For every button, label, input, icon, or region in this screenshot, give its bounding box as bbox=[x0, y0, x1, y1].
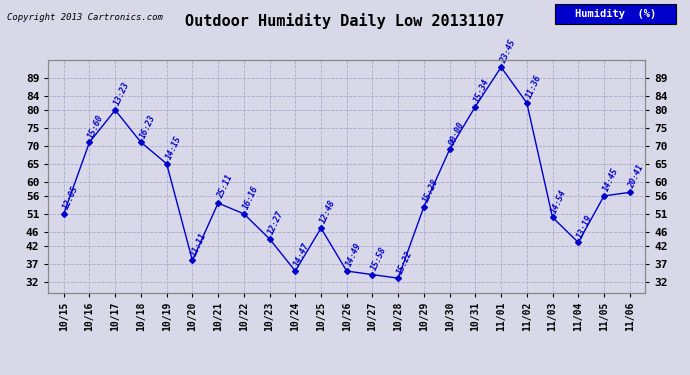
Text: Copyright 2013 Cartronics.com: Copyright 2013 Cartronics.com bbox=[7, 13, 163, 22]
Text: 14:54: 14:54 bbox=[550, 188, 569, 214]
Text: Humidity  (%): Humidity (%) bbox=[575, 9, 656, 19]
Text: 23:45: 23:45 bbox=[498, 38, 518, 64]
Text: 15:22: 15:22 bbox=[395, 249, 414, 275]
Text: 15:58: 15:58 bbox=[370, 245, 388, 272]
Text: 15:60: 15:60 bbox=[87, 113, 106, 140]
Text: 16:23: 16:23 bbox=[138, 113, 157, 140]
Text: 15:34: 15:34 bbox=[473, 77, 491, 104]
Text: 14:49: 14:49 bbox=[344, 242, 363, 268]
Text: 14:47: 14:47 bbox=[293, 242, 311, 268]
Text: 14:45: 14:45 bbox=[602, 166, 620, 193]
Text: 20:41: 20:41 bbox=[627, 163, 646, 190]
Text: 00:00: 00:00 bbox=[447, 120, 466, 147]
Text: 11:36: 11:36 bbox=[524, 74, 543, 100]
Text: 13:19: 13:19 bbox=[575, 213, 594, 240]
Text: 12:48: 12:48 bbox=[318, 199, 337, 225]
Text: 15:28: 15:28 bbox=[422, 177, 440, 204]
Text: 14:15: 14:15 bbox=[164, 135, 183, 161]
Text: 13:23: 13:23 bbox=[112, 81, 131, 107]
Text: 25:11: 25:11 bbox=[215, 174, 234, 200]
Text: 11:11: 11:11 bbox=[190, 231, 208, 258]
Text: 12:27: 12:27 bbox=[267, 210, 286, 236]
Text: Outdoor Humidity Daily Low 20131107: Outdoor Humidity Daily Low 20131107 bbox=[186, 13, 504, 29]
Text: 12:05: 12:05 bbox=[61, 184, 80, 211]
Text: 16:16: 16:16 bbox=[241, 184, 260, 211]
